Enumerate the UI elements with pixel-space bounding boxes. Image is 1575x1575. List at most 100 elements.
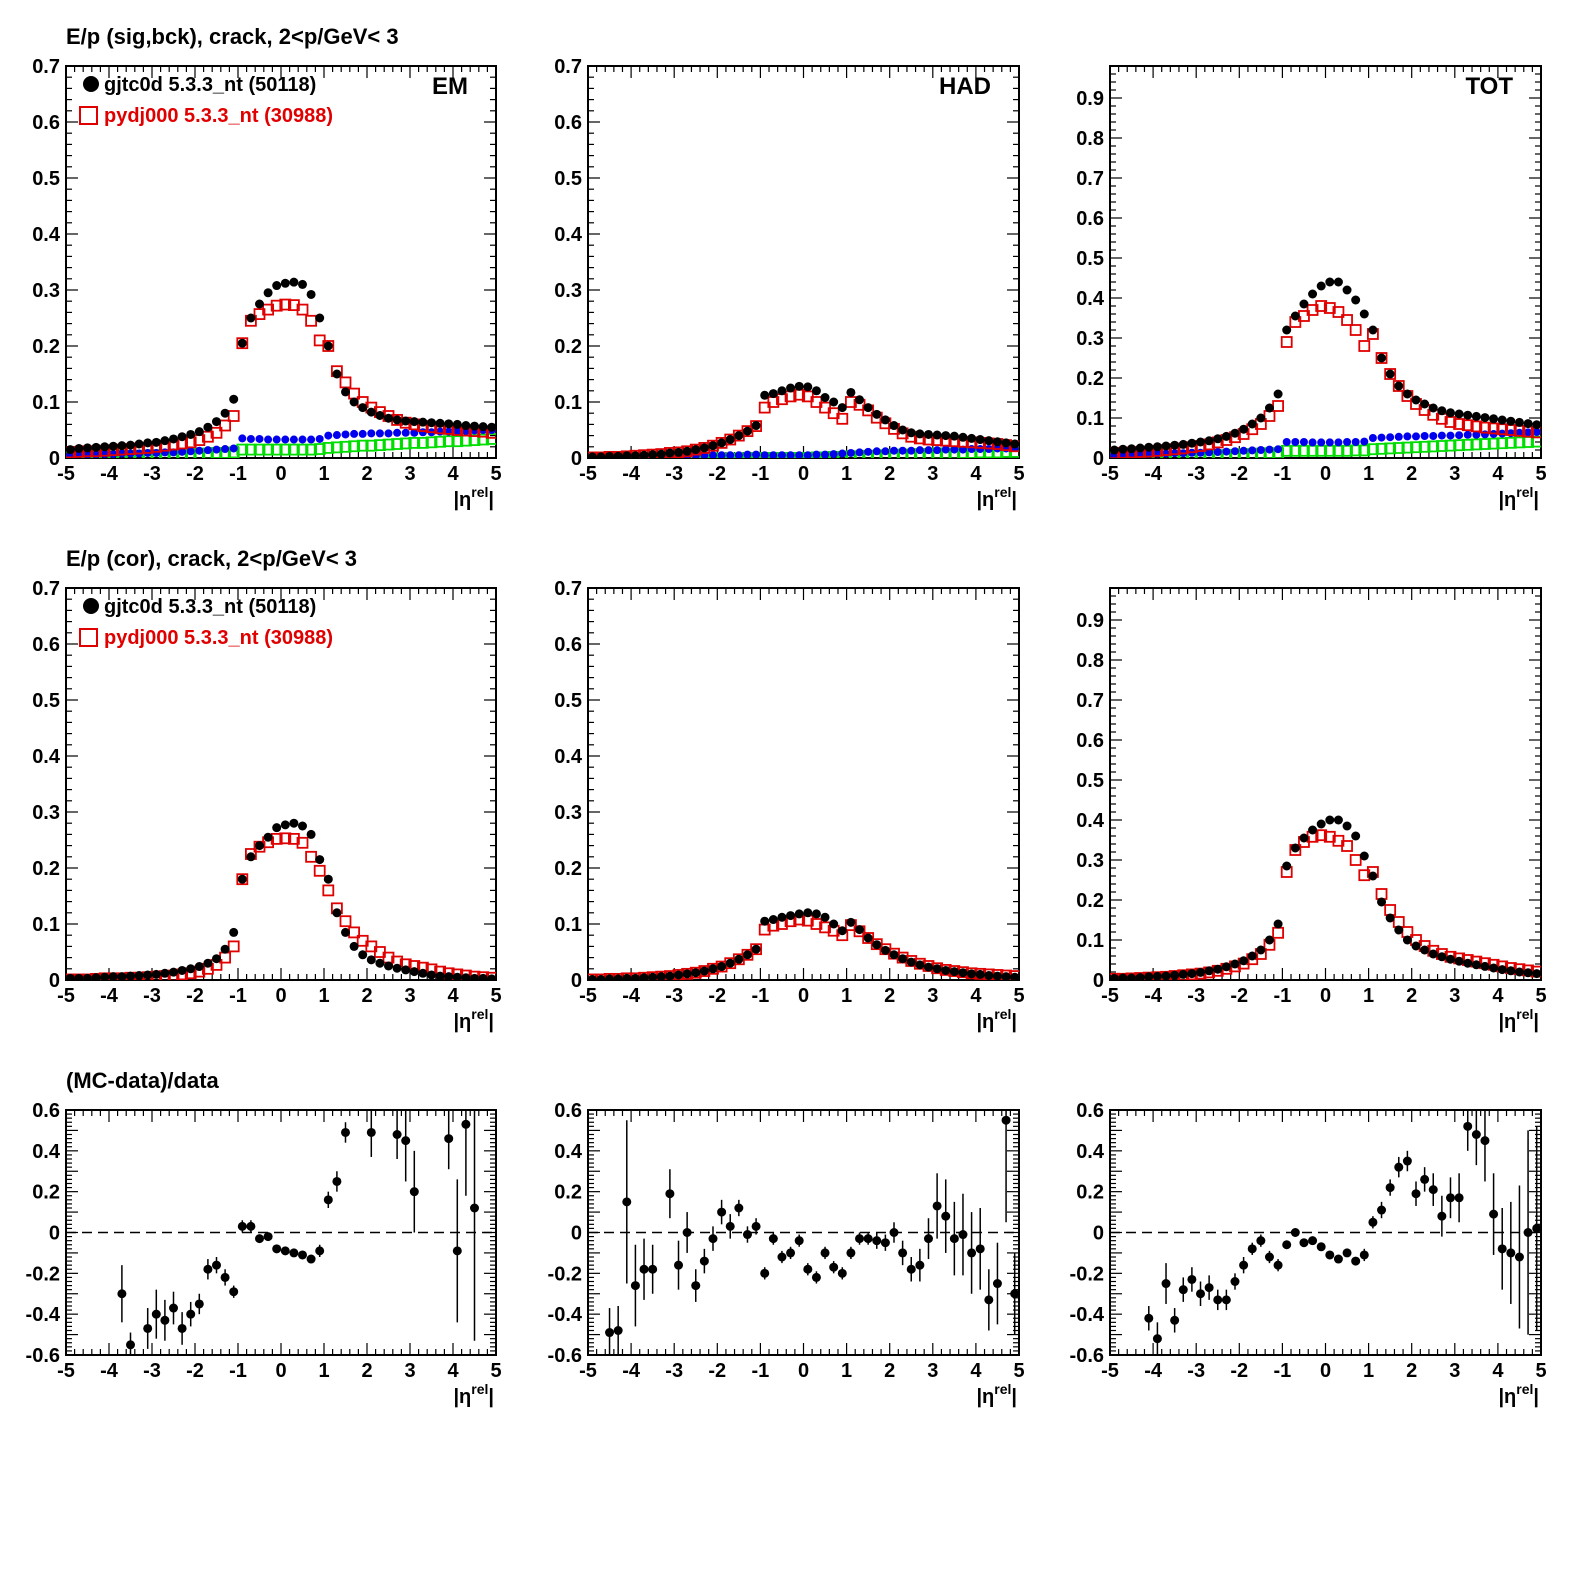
x-tick-label: 3 [404, 463, 415, 485]
ratio-point [1187, 1274, 1197, 1284]
legend-row2: gjtc0d 5.3.3_nt (50118) pydj000 5.3.3_nt… [79, 596, 333, 649]
data-point [272, 823, 282, 833]
data-point [108, 972, 118, 980]
data-point [470, 421, 479, 431]
bck-data-point [332, 431, 341, 440]
plot-frame [1109, 65, 1542, 459]
ratio-point [915, 1260, 925, 1270]
y-tick-label: 0 [1093, 1223, 1104, 1245]
bck-data-point [117, 449, 126, 458]
data-point [100, 972, 110, 980]
data-point [194, 427, 204, 437]
bck-mc-point [442, 435, 455, 448]
series-data [1110, 277, 1541, 455]
data-point [435, 418, 445, 428]
data-point [992, 437, 1002, 447]
data-point [1264, 935, 1274, 945]
data-point [126, 971, 135, 980]
bck-data-point [846, 448, 855, 457]
data-point [1471, 411, 1481, 421]
data-point [639, 450, 649, 458]
mc-point [810, 918, 823, 930]
x-tick-label: 4 [447, 1360, 459, 1382]
bck-mc-point [1427, 440, 1440, 453]
data-point [375, 958, 385, 968]
chart-row3-HAD: -5 -4 -3 -2 -1 0 1 2 3 4 5 -0.6 -0.4 -0.2 0 0.2 0.4 0.6 |η… [548, 1100, 1025, 1408]
data-point [1385, 913, 1395, 923]
data-point [1489, 414, 1499, 424]
ratio-point [1299, 1238, 1309, 1248]
data-point [751, 944, 761, 954]
data-point [932, 430, 942, 440]
ratio-point [1394, 1162, 1404, 1172]
data-point [742, 950, 752, 960]
data-point [682, 969, 692, 979]
y-tick-label: 0.6 [554, 112, 582, 134]
data-point [186, 429, 196, 439]
data-point [837, 403, 847, 413]
bck-mc-point [477, 433, 490, 446]
data-point [880, 415, 890, 425]
bck-data-point [1351, 438, 1360, 446]
data-point [932, 964, 942, 974]
data-point [923, 962, 933, 972]
y-tick-label: 0.6 [1076, 1100, 1104, 1122]
data-point [169, 967, 178, 977]
x-tick-label: -5 [57, 463, 75, 485]
x-axis-label: |ηrel| [1498, 1381, 1539, 1408]
series-data [1110, 815, 1541, 980]
data-point [691, 968, 701, 978]
data-point [941, 965, 951, 975]
data-point [1377, 353, 1387, 363]
bck-mc-point [287, 443, 300, 456]
data-point [1144, 442, 1154, 452]
x-tick-label: -3 [143, 985, 161, 1007]
data-point [91, 442, 101, 452]
data-point [992, 971, 1002, 980]
x-tick-label: 4 [970, 1360, 982, 1382]
data-point [949, 431, 959, 441]
ratio-point [1178, 1285, 1188, 1295]
data-point [323, 341, 333, 351]
data-point [717, 438, 727, 448]
ratio-point [1001, 1115, 1011, 1125]
x-tick-label: -5 [57, 985, 75, 1007]
ratio-point [461, 1119, 471, 1129]
data-point [1187, 969, 1197, 979]
data-layer [605, 1110, 1019, 1355]
x-tick-label: 2 [361, 985, 372, 1007]
ratio-point [725, 1221, 735, 1231]
data-point [1256, 413, 1266, 423]
data-point [1523, 968, 1533, 978]
series-bck_data [66, 426, 496, 458]
bck-data-point [1386, 433, 1395, 442]
x-tick-label: -5 [1101, 985, 1119, 1007]
data-point [100, 442, 110, 452]
data-point [768, 915, 778, 925]
data-point [1282, 861, 1292, 871]
data-point [1420, 399, 1430, 409]
ratio-point [967, 1248, 977, 1258]
data-point [1170, 970, 1180, 980]
bck-data-point [1429, 432, 1438, 440]
data-point [1342, 285, 1352, 295]
mc-point [262, 303, 275, 316]
bck-data-point [264, 435, 273, 444]
bck-data-point [410, 428, 419, 437]
y-tick-label: 0.4 [1076, 1141, 1105, 1163]
data-point [487, 974, 496, 980]
x-tick-label: 1 [318, 985, 329, 1007]
data-point [409, 417, 419, 427]
x-tick-label: 1 [841, 1360, 852, 1382]
data-layer [1110, 815, 1541, 980]
bck-mc-point [399, 437, 412, 450]
data-point [855, 925, 865, 935]
data-point [1359, 309, 1369, 319]
data-point [863, 933, 873, 943]
y-tick-label: 0.7 [554, 56, 582, 78]
data-point [1001, 972, 1011, 980]
data-point [855, 395, 865, 405]
data-point [375, 410, 385, 420]
legend-data-label: gjtc0d 5.3.3_nt (50118) [104, 596, 316, 618]
bck-data-point [289, 435, 298, 444]
